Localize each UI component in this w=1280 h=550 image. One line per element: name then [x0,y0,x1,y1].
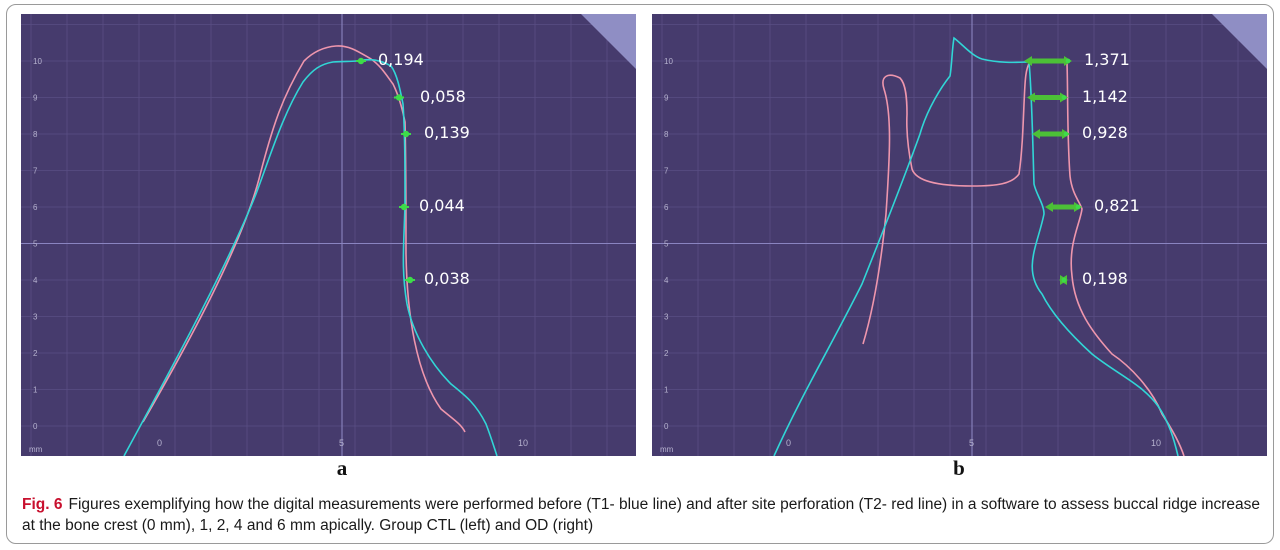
measurement-dot [1061,95,1067,100]
panel-letter-b: b [953,456,965,480]
measurement-arrow-head [1024,56,1032,66]
panel-b-svg: 0 1 2 3 4 5 6 7 8 9 10 0 5 10 mm [652,14,1267,456]
measurement-label: 0,194 [378,50,424,69]
y-tick-label: 9 [664,94,669,103]
measurement-dot [402,130,410,138]
y-tick-label: 10 [33,57,42,66]
measurement-dot [1063,131,1069,137]
measurement-dot [400,203,408,211]
measurement-markers [356,57,415,284]
y-tick-label: 7 [664,167,669,176]
y-tick-labels: 0 1 2 3 4 5 6 7 8 9 10 [33,57,42,431]
y-tick-label: 10 [664,57,673,66]
measurement-arrows [1024,56,1082,285]
figure-label: Fig. 6 [22,496,63,513]
measurement-arrow-head [1027,92,1035,103]
x-tick-label: 5 [339,438,344,448]
plot-background [21,14,636,456]
x-tick-label: 10 [518,438,528,448]
y-tick-label: 1 [33,386,38,395]
y-tick-label: 4 [664,276,669,285]
grid [652,14,1267,456]
t2-red-line [862,59,1185,456]
x-tick-labels: 0 5 10 [786,438,1161,448]
y-tick-label: 0 [33,422,38,431]
y-tick-label: 3 [664,313,669,322]
y-tick-label: 7 [33,167,38,176]
x-tick-label: 0 [786,438,791,448]
y-tick-label: 1 [664,386,669,395]
y-tick-label: 2 [33,349,38,358]
t2-red-line [142,45,466,433]
y-tick-label: 5 [664,240,669,249]
y-tick-label: 6 [33,203,38,212]
measurement-arrow-head [1045,202,1053,212]
measurement-label: 0,058 [420,86,466,106]
grid [21,14,636,456]
panel-b-plot: 0 1 2 3 4 5 6 7 8 9 10 0 5 10 mm 1,371 1,142 0,928 0… [652,14,1267,456]
t1-blue-line [123,58,498,456]
unit-label: mm [29,445,43,454]
x-tick-label: 0 [157,438,162,448]
measurement-dot [395,94,403,101]
measurement-dot [1065,58,1071,64]
y-tick-labels: 0 1 2 3 4 5 6 7 8 9 10 [664,57,673,431]
y-tick-label: 8 [664,130,669,139]
measurement-label: 0,821 [1094,196,1140,215]
y-tick-label: 4 [33,276,38,285]
measurement-label: 0,139 [424,123,470,142]
measurement-label: 0,928 [1082,123,1128,142]
caption-text: Figures exemplifying how the digital mea… [22,496,1260,534]
y-tick-label: 3 [33,313,38,322]
measurement-label: 0,038 [424,269,470,288]
y-tick-label: 9 [33,94,38,103]
y-tick-label: 8 [33,130,38,139]
measurement-label: 1,371 [1084,50,1130,69]
figure-caption: Fig. 6 Figures exemplifying how the digit… [22,494,1262,536]
y-tick-label: 0 [664,422,669,431]
y-tick-label: 5 [33,240,38,249]
unit-label: mm [660,445,674,454]
measurement-label: 1,142 [1082,86,1128,106]
y-tick-label: 6 [664,203,669,212]
measurement-dot [1075,204,1081,210]
measurement-dot [406,276,414,284]
corner-triangle [1212,14,1267,69]
x-tick-label: 10 [1151,438,1161,448]
panel-a-svg: 0 1 2 3 4 5 6 7 8 9 10 0 5 10 mm [21,14,636,456]
panel-letter-a: a [336,456,348,480]
corner-triangle [581,14,636,69]
x-tick-labels: 0 5 10 [157,438,528,448]
x-tick-label: 5 [969,438,974,448]
measurement-label: 0,198 [1082,269,1128,288]
y-tick-label: 2 [664,349,669,358]
measurement-arrow-head [1032,129,1040,139]
panel-a-plot: 0 1 2 3 4 5 6 7 8 9 10 0 5 10 mm 0,194 0,058 0,139 0… [21,14,636,456]
measurement-dot [1061,277,1067,283]
measurement-label: 0,044 [419,196,465,215]
measurement-dot [357,57,365,65]
plot-background [652,14,1267,456]
